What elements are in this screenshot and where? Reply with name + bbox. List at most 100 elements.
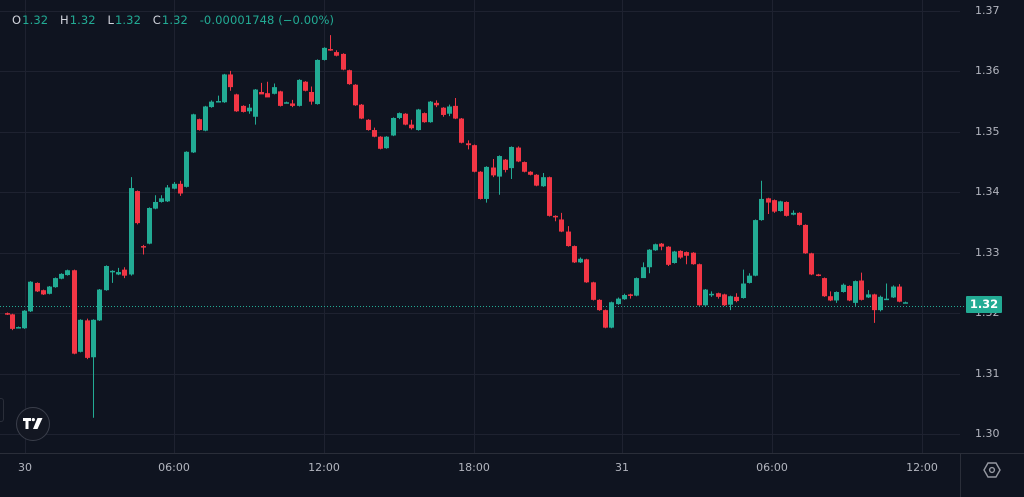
candle [691, 252, 696, 265]
candle [10, 313, 15, 331]
ohlc-legend: O1.32 H1.32 L1.32 C1.32 -0.00001748 (−0.… [12, 13, 334, 27]
open-value: 1.32 [22, 13, 49, 27]
candle [241, 105, 246, 113]
candle [141, 244, 146, 255]
candle [553, 215, 558, 222]
candle [766, 197, 771, 215]
price-tick-label: 1.30 [975, 427, 1000, 440]
candle [110, 270, 115, 283]
candle [741, 269, 746, 299]
tradingview-logo-icon[interactable] [16, 407, 50, 441]
candle [228, 70, 233, 91]
candle [472, 144, 477, 173]
candle [528, 171, 533, 176]
candle [59, 273, 64, 280]
candle [634, 277, 639, 297]
candle [159, 195, 164, 203]
candle [716, 292, 721, 299]
candle [578, 257, 583, 263]
candle [290, 99, 295, 108]
candle [409, 119, 414, 130]
candle [884, 283, 889, 301]
candle [753, 219, 758, 277]
candle [315, 59, 320, 105]
candle [684, 251, 689, 265]
candle [297, 79, 302, 107]
candle [478, 171, 483, 200]
candle [584, 258, 589, 283]
candle [847, 285, 852, 302]
candle [104, 265, 109, 291]
candle [672, 250, 677, 264]
candle [441, 107, 446, 117]
candle [5, 312, 10, 315]
candle [447, 104, 452, 117]
candle [628, 293, 633, 299]
candle [397, 112, 402, 120]
candle [378, 136, 383, 150]
candle [466, 140, 471, 150]
candle [91, 319, 96, 418]
candle [278, 90, 283, 107]
candle [866, 290, 871, 299]
candle [572, 245, 577, 263]
candle [853, 280, 858, 306]
candle [272, 83, 277, 95]
candle [597, 299, 602, 311]
candle [234, 93, 239, 112]
candle [653, 243, 658, 251]
candle [184, 151, 189, 188]
price-tick-label: 1.36 [975, 64, 1000, 78]
candle [666, 246, 671, 267]
settings-hexagon-icon[interactable] [983, 461, 1001, 479]
candle [616, 297, 621, 305]
candle [165, 185, 170, 202]
candle [428, 101, 433, 123]
candle [609, 301, 614, 329]
candle [647, 249, 652, 274]
candle [97, 288, 102, 322]
time-tick-label: 18:00 [458, 461, 490, 474]
side-panel-handle[interactable] [0, 398, 4, 422]
candle [878, 295, 883, 312]
candle [622, 293, 627, 300]
change-value: -0.00001748 (−0.00%) [199, 13, 335, 27]
candle [509, 146, 514, 179]
candle [359, 104, 364, 120]
candle [78, 319, 83, 353]
candle [341, 53, 346, 71]
low-label: L [107, 13, 114, 27]
candle [422, 112, 427, 123]
candle [459, 117, 464, 144]
candle [65, 269, 70, 276]
close-label: C [152, 13, 161, 27]
time-tick-label: 06:00 [756, 461, 788, 474]
candle [541, 172, 546, 187]
high-label: H [59, 13, 69, 27]
candle [247, 104, 252, 114]
candle [834, 291, 839, 303]
candle [135, 190, 140, 225]
price-tick-label: 1.37 [975, 4, 1000, 17]
candle [259, 82, 264, 95]
candle [734, 293, 739, 303]
candle [191, 113, 196, 154]
candle [747, 273, 752, 284]
candle [147, 207, 152, 245]
candle [22, 310, 27, 329]
candle [728, 295, 733, 311]
candle [391, 117, 396, 137]
candle [203, 105, 208, 132]
candle [347, 69, 352, 85]
candle [209, 100, 214, 108]
candle [453, 98, 458, 120]
candle [265, 81, 270, 98]
time-tick-label: 12:00 [906, 461, 938, 474]
candle [434, 100, 439, 108]
candle [491, 159, 496, 178]
candle [503, 159, 508, 173]
candle [484, 166, 489, 203]
candle [72, 269, 77, 355]
candle [778, 200, 783, 212]
